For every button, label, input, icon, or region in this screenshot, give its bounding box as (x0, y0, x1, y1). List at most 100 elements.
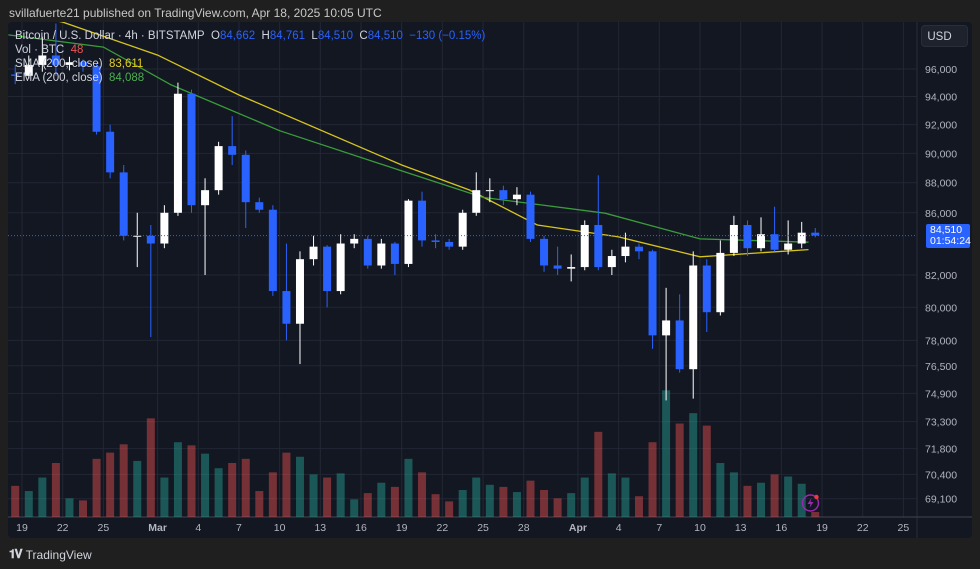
volume-bar (377, 482, 386, 517)
brand-name[interactable]: TradingView (25, 547, 92, 562)
price-tick-label: 88,000 (925, 178, 957, 190)
candle-body (309, 246, 318, 260)
candle-body (458, 212, 467, 247)
volume-bar (404, 458, 413, 517)
sma-row[interactable]: SMA (200, close) 83,611 (15, 57, 485, 71)
candle-body (390, 243, 399, 264)
candle-body (228, 146, 237, 155)
time-tick-label: 25 (898, 522, 910, 534)
candle-body (445, 241, 454, 247)
price-chart[interactable]: 96,000 94,000 92,000 90,000 88,000 86,000 82,0… (8, 22, 972, 538)
time-tick-label: 16 (355, 522, 367, 534)
volume-bar (567, 493, 576, 517)
candle-body (743, 224, 752, 249)
volume-bar (675, 423, 684, 517)
candle-body (24, 64, 33, 76)
price-tick-label: 74,900 (925, 388, 957, 400)
price-tick-label: 73,300 (925, 417, 957, 429)
candle-body (404, 200, 413, 264)
candle-body (797, 232, 806, 244)
price-tick-label: 76,500 (925, 361, 957, 373)
candle-body (11, 74, 20, 76)
time-tick-label: 25 (98, 522, 110, 534)
candle-body (377, 243, 386, 266)
volume-row[interactable]: Vol · BTC 48 (15, 43, 485, 57)
volume-bar (92, 458, 101, 517)
price-tick-label: 86,000 (925, 208, 957, 220)
volume-bar (757, 482, 766, 517)
volume-bar (648, 442, 657, 517)
candle-body (689, 265, 698, 370)
candle-body (201, 190, 210, 206)
time-tick-label: 4 (616, 522, 622, 534)
ema-label: EMA (200, close) (15, 72, 103, 84)
candle-body (38, 55, 47, 65)
notification-dot-icon (814, 494, 819, 500)
volume-bar (512, 492, 521, 517)
volume-label: Vol · BTC (15, 44, 65, 56)
volume-bar (702, 425, 711, 517)
volume-bar (65, 498, 74, 517)
high-value: 84,761 (269, 30, 306, 42)
time-tick-label: Mar (148, 522, 167, 534)
symbol-label[interactable]: Bitcoin / U.S. Dollar · 4h · BITSTAMP (15, 30, 205, 42)
time-tick-label: 10 (274, 522, 286, 534)
volume-bar (689, 413, 698, 517)
lightning-bolt-icon (807, 498, 814, 508)
candle-body (811, 232, 820, 236)
volume-bar (797, 483, 806, 517)
candle-body (594, 224, 603, 268)
candle-body (472, 190, 481, 213)
low-value: 84,510 (317, 30, 353, 42)
candle-body (106, 131, 115, 173)
volume-bar (811, 512, 820, 517)
currency-button[interactable]: USD (921, 25, 968, 47)
chart-panel[interactable]: 96,000 94,000 92,000 90,000 88,000 86,000 82,0… (8, 22, 972, 538)
candle-body (79, 62, 88, 67)
candle-body (580, 224, 589, 268)
sma-value: 83,611 (108, 58, 144, 70)
candle-body (350, 238, 359, 244)
ema-row[interactable]: EMA (200, close) 84,088 (15, 71, 485, 85)
candle-body (553, 265, 562, 269)
volume-bar (553, 498, 562, 517)
candle-body (485, 190, 494, 192)
high-label: H (261, 30, 270, 42)
symbol-ohlc-row: Bitcoin / U.S. Dollar · 4h · BITSTAMP O8… (15, 29, 485, 43)
time-tick-label: 4 (195, 522, 201, 534)
price-tick-label: 92,000 (925, 120, 957, 132)
candle-body (336, 243, 345, 292)
volume-bar (119, 444, 128, 517)
last-price: 84,510 (930, 223, 963, 236)
candle-body (540, 238, 549, 266)
time-tick-label: 28 (518, 522, 530, 534)
volume-bar (309, 474, 318, 517)
volume-bar (38, 477, 47, 517)
price-tick-label: 90,000 (925, 148, 957, 160)
tradingview-logo-icon[interactable]: 𝟏𝐕 (9, 547, 23, 561)
volume-bar (662, 390, 671, 517)
volume-bar (458, 490, 467, 517)
price-tick-label: 96,000 (925, 64, 957, 76)
low-label: L (311, 30, 318, 42)
volume-bar (634, 496, 643, 517)
volume-bar (51, 463, 60, 517)
candle-body (607, 256, 616, 268)
candle-body (770, 234, 779, 250)
candle-body (784, 243, 793, 250)
candle-body (51, 55, 60, 65)
candle-body (648, 251, 657, 336)
volume-bar (201, 453, 210, 517)
candle-body (702, 265, 711, 313)
volume-bar (418, 472, 427, 517)
price-tick-label: 80,000 (925, 302, 957, 314)
candle-body (716, 252, 725, 313)
candle-body (662, 320, 671, 336)
candle-body (567, 267, 576, 269)
footer: 𝟏𝐕 TradingView (9, 547, 92, 562)
volume-bar (540, 490, 549, 517)
last-price-tag: 84,510 01:54:24 (926, 223, 971, 248)
candle-body (363, 238, 372, 266)
candle-body (526, 194, 535, 239)
candle-body (621, 246, 630, 257)
